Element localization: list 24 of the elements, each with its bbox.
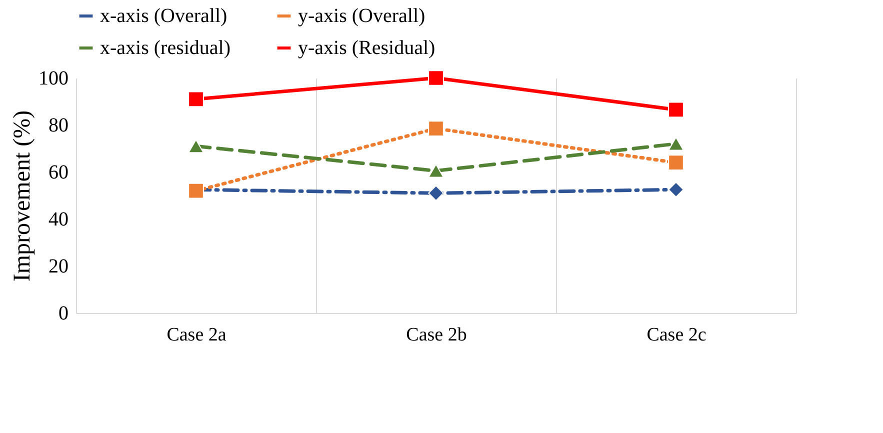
- x-tick-label: Case 2b: [406, 324, 467, 346]
- point: [428, 164, 444, 178]
- y-tick-label: 0: [58, 302, 68, 324]
- point: [668, 154, 684, 171]
- y-tick-label: 80: [48, 114, 68, 136]
- legend-label: y-axis (Overall): [298, 5, 426, 27]
- point: [188, 91, 204, 108]
- y-axis-title: Improvement (%): [10, 110, 36, 282]
- legend-label: x-axis (residual): [100, 37, 231, 59]
- y-tick-label: 40: [48, 208, 68, 230]
- y-tick-label: 20: [48, 256, 68, 278]
- point: [668, 136, 684, 151]
- y-tick-label: 60: [48, 162, 68, 184]
- x-tick-label: Case 2c: [646, 324, 706, 346]
- point: [428, 185, 444, 202]
- y-tick-label: 100: [38, 68, 68, 90]
- x-tick-label: Case 2a: [166, 324, 227, 346]
- legend-label: x-axis (Overall): [100, 5, 228, 27]
- point: [668, 102, 684, 118]
- point: [428, 120, 444, 136]
- legend-label: y-axis (Residual): [298, 37, 436, 59]
- point: [188, 139, 204, 154]
- point: [428, 70, 444, 86]
- point: [668, 182, 684, 198]
